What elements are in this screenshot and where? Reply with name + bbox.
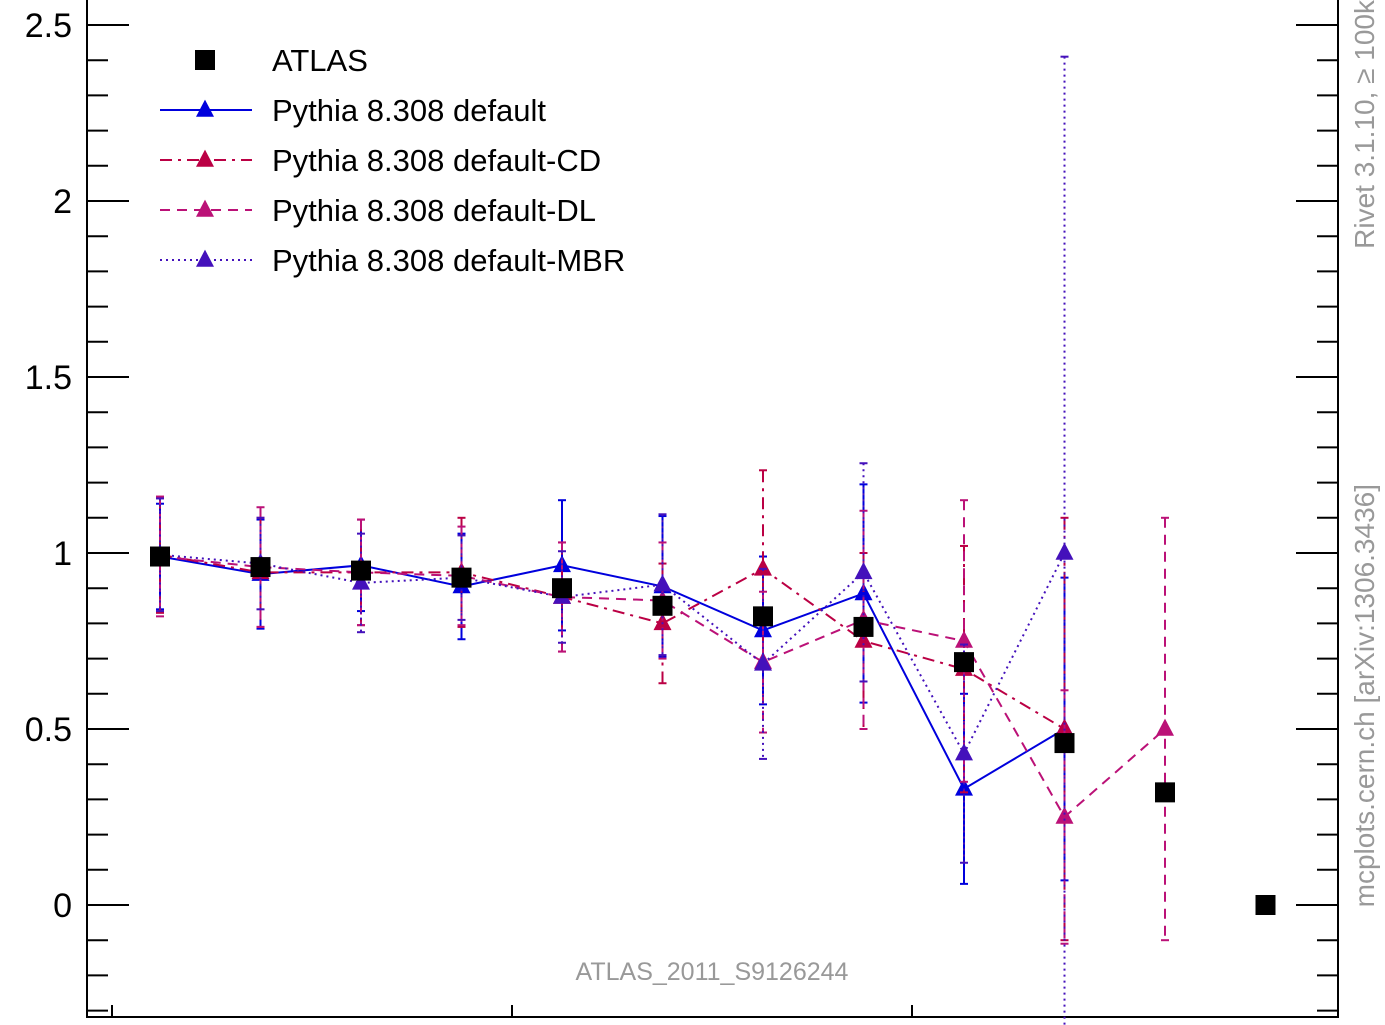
legend: ATLAS Pythia 8.308 default Pythia 8.308 de…: [160, 43, 625, 278]
data-point: [552, 578, 572, 599]
legend-item: ATLAS: [195, 43, 368, 78]
series-line: [159, 552, 1066, 756]
side-label-mcplots: mcplots.cern.ch [arXiv:1306.3436]: [1349, 484, 1380, 907]
legend-item: Pythia 8.308 default-MBR: [160, 243, 625, 278]
data-point: [653, 574, 672, 592]
series-1: [151, 483, 1074, 885]
data-point: [753, 606, 773, 627]
data-point: [954, 652, 974, 673]
data-point: [1055, 542, 1074, 560]
legend-label: Pythia 8.308 default: [272, 93, 546, 128]
data-point: [955, 778, 973, 796]
data-point: [352, 572, 370, 590]
chart-annotation: ATLAS_2011_S9126244: [576, 958, 849, 986]
data-point: [854, 562, 873, 580]
data-point: [955, 743, 973, 761]
legend-item: Pythia 8.308 default-CD: [160, 143, 601, 178]
data-point: [653, 613, 672, 631]
series-line: [159, 555, 1166, 819]
legend-marker: [196, 199, 214, 217]
series-line: [159, 555, 1066, 791]
data-point: [150, 546, 170, 567]
plot-frame: [86, 0, 1339, 1018]
data-point: [1255, 895, 1276, 915]
y-tick-label: 2.5: [25, 7, 72, 45]
data-point: [853, 616, 874, 637]
data-point: [451, 567, 472, 588]
data-point: [1155, 782, 1175, 803]
data-point: [351, 560, 371, 581]
series-layer: [150, 55, 1276, 1025]
legend-label: Pythia 8.308 default-CD: [272, 143, 601, 178]
y-tick-label: 0.5: [25, 711, 72, 749]
x-axis: [111, 1005, 913, 1017]
series-line: [159, 553, 1066, 730]
data-point: [250, 557, 271, 578]
legend-marker: [195, 50, 215, 70]
data-point: [1055, 806, 1074, 824]
legend-marker: [196, 99, 214, 117]
data-point: [1156, 718, 1174, 736]
legend-marker: [196, 249, 214, 267]
legend-marker: [196, 149, 214, 167]
y-tick-label: 1.5: [25, 359, 72, 397]
legend-label: ATLAS: [272, 43, 368, 78]
legend-label: Pythia 8.308 default-DL: [272, 193, 596, 228]
series-2: [151, 469, 1074, 942]
y-tick-label: 1: [53, 535, 72, 573]
legend-item: Pythia 8.308 default-DL: [160, 193, 596, 228]
data-point: [652, 595, 673, 616]
data-point: [754, 558, 772, 576]
legend-label: Pythia 8.308 default-MBR: [272, 243, 625, 278]
y-tick-label: 2: [53, 183, 72, 221]
data-point: [955, 630, 973, 648]
legend-item: Pythia 8.308 default: [160, 93, 546, 128]
data-point: [754, 653, 772, 671]
y-tick-label: 0: [53, 887, 72, 925]
side-label-rivet: Rivet 3.1.10, ≥ 100k: [1349, 0, 1380, 249]
series-0: [150, 546, 1276, 915]
y-axis: 0 0.5 1 1.5 2 2.5: [25, 7, 1338, 1012]
data-point: [1054, 733, 1075, 754]
